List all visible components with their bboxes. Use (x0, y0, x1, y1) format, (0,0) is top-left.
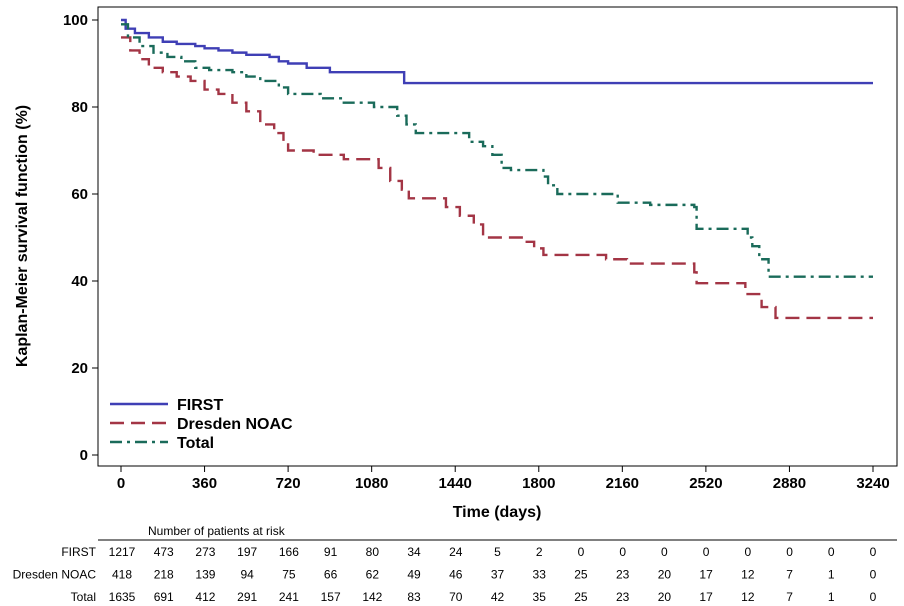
risk-count: 2 (536, 545, 543, 559)
y-tick-label: 80 (71, 99, 88, 116)
risk-table: Number of patients at risk FIRST 1217 473 2… (13, 524, 897, 604)
plot-frame (97, 6, 898, 467)
risk-count: 37 (491, 568, 505, 582)
series-line-2 (121, 36, 873, 320)
y-axis-label: Kaplan-Meier survival function (%) (14, 105, 31, 367)
x-tick-label: 0 (117, 475, 125, 492)
legend: FIRST Dresden NOAC Total (110, 397, 293, 452)
risk-count: 0 (619, 545, 626, 559)
series-line-3 (121, 23, 873, 278)
risk-count: 20 (658, 590, 672, 604)
risk-count: 1217 (109, 545, 136, 559)
risk-count: 12 (741, 590, 755, 604)
risk-table-title: Number of patients at risk (148, 524, 286, 538)
risk-count: 94 (240, 568, 254, 582)
risk-count: 0 (828, 545, 835, 559)
risk-count: 34 (407, 545, 421, 559)
risk-count: 0 (744, 545, 751, 559)
risk-count: 66 (324, 568, 338, 582)
risk-count: 412 (195, 590, 215, 604)
risk-count: 5 (494, 545, 501, 559)
risk-count: 0 (870, 568, 877, 582)
risk-count: 23 (616, 568, 630, 582)
risk-count: 0 (578, 545, 585, 559)
x-tick-label: 720 (276, 475, 301, 492)
risk-count: 24 (449, 545, 463, 559)
x-tick-label: 2520 (689, 475, 722, 492)
x-tick-label: 3240 (856, 475, 889, 492)
risk-count: 0 (870, 545, 877, 559)
risk-count: 273 (195, 545, 215, 559)
risk-count: 25 (574, 590, 588, 604)
risk-count: 0 (661, 545, 668, 559)
risk-count: 80 (366, 545, 380, 559)
risk-count: 1 (828, 590, 835, 604)
risk-count: 83 (407, 590, 421, 604)
x-axis-label: Time (days) (453, 504, 542, 521)
risk-count: 17 (699, 568, 713, 582)
x-tick-label: 2160 (606, 475, 639, 492)
y-tick-label: 20 (71, 360, 88, 377)
risk-count: 75 (282, 568, 296, 582)
y-tick-label: 40 (71, 273, 88, 290)
risk-count: 25 (574, 568, 588, 582)
x-axis-ticks: 0 360 720 1080 1440 1800 2160 2520 2880 3240 (117, 466, 890, 492)
y-tick-label: 0 (80, 447, 88, 464)
risk-row-label: Dresden NOAC (13, 568, 97, 582)
risk-count: 35 (533, 590, 547, 604)
risk-count: 91 (324, 545, 338, 559)
risk-count: 241 (279, 590, 299, 604)
risk-count: 12 (741, 568, 755, 582)
risk-count: 23 (616, 590, 630, 604)
risk-count: 1635 (109, 590, 136, 604)
y-axis-ticks: 0 20 40 60 80 100 (63, 12, 98, 464)
risk-count: 166 (279, 545, 299, 559)
risk-count: 291 (237, 590, 257, 604)
legend-label: Total (177, 435, 214, 452)
x-tick-label: 2880 (773, 475, 806, 492)
risk-count: 473 (154, 545, 174, 559)
risk-count: 197 (237, 545, 257, 559)
risk-count: 33 (533, 568, 547, 582)
series-line-1 (121, 18, 873, 85)
series-layer (121, 18, 873, 320)
risk-count: 0 (870, 590, 877, 604)
y-tick-label: 60 (71, 186, 88, 203)
risk-count: 157 (321, 590, 341, 604)
y-tick-label: 100 (63, 12, 88, 29)
risk-row-label: Total (71, 590, 96, 604)
risk-count: 418 (112, 568, 132, 582)
risk-count: 70 (449, 590, 463, 604)
risk-count: 42 (491, 590, 505, 604)
x-tick-label: 1800 (522, 475, 555, 492)
risk-count: 62 (366, 568, 380, 582)
risk-count: 0 (703, 545, 710, 559)
risk-count: 139 (195, 568, 215, 582)
x-tick-label: 1440 (439, 475, 472, 492)
risk-count: 7 (786, 568, 793, 582)
risk-row-label: FIRST (61, 545, 96, 559)
risk-count: 49 (407, 568, 421, 582)
risk-count: 46 (449, 568, 463, 582)
risk-count: 691 (154, 590, 174, 604)
risk-count: 20 (658, 568, 672, 582)
risk-count: 1 (828, 568, 835, 582)
risk-count: 17 (699, 590, 713, 604)
x-tick-label: 360 (192, 475, 217, 492)
risk-count: 218 (154, 568, 174, 582)
legend-label: Dresden NOAC (177, 416, 293, 433)
risk-count: 142 (362, 590, 382, 604)
legend-label: FIRST (177, 397, 223, 414)
x-tick-label: 1080 (355, 475, 388, 492)
risk-count: 0 (786, 545, 793, 559)
risk-count: 7 (786, 590, 793, 604)
